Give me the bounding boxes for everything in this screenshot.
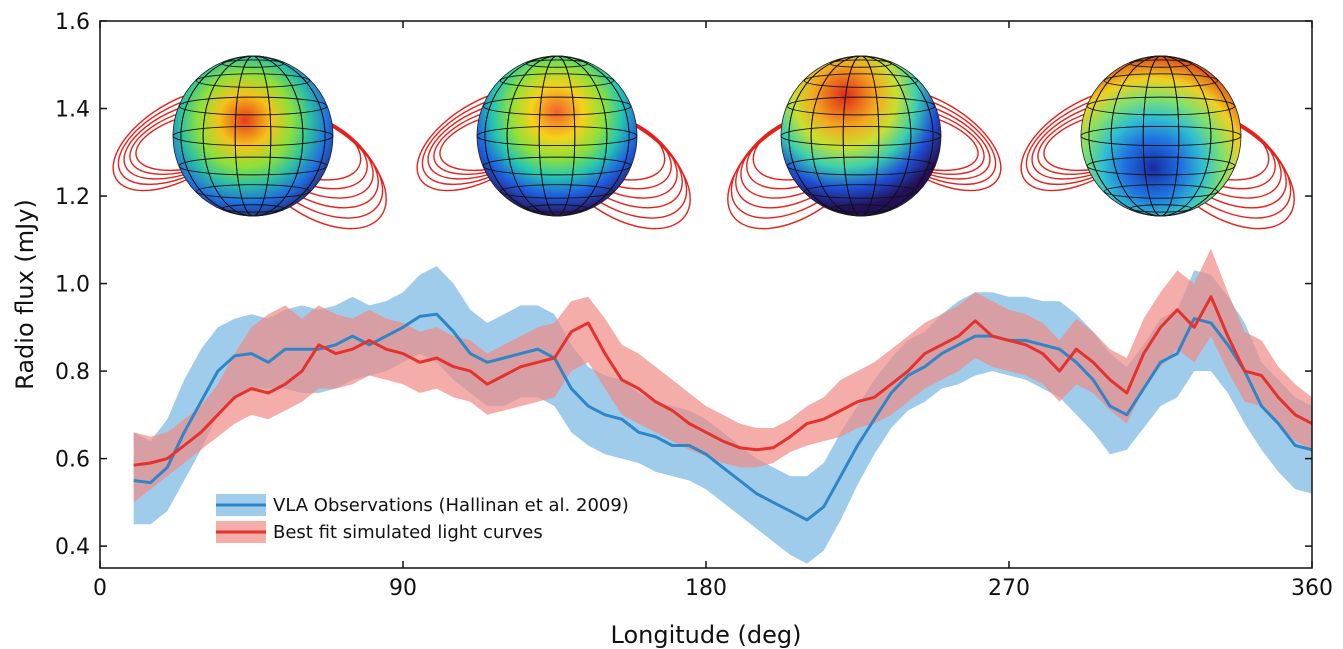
globe-outline — [172, 55, 334, 217]
x-tick-label: 360 — [1291, 576, 1333, 601]
y-tick-label: 0.4 — [55, 535, 90, 560]
latitude-line — [195, 184, 311, 199]
globe-outline — [780, 55, 942, 217]
y-tick-label: 1.4 — [55, 98, 90, 123]
x-axis-title: Longitude (deg) — [611, 621, 802, 649]
legend-label-vla: VLA Observations (Hallinan et al. 2009) — [273, 495, 629, 516]
axis-ticks: 0 90 180 270 360 0.4 0.6 0.8 1.0 1.2 1.4 1.6 — [55, 10, 1333, 601]
globe-outline — [476, 55, 638, 217]
globe-inset-4 — [1020, 55, 1295, 230]
series-lines — [133, 295, 1313, 522]
latitude-line — [195, 73, 311, 88]
globe-outline — [1080, 55, 1242, 217]
globe-inset-3 — [727, 55, 1002, 230]
globe-sphere — [1081, 56, 1241, 216]
y-tick-label: 1.2 — [55, 185, 90, 210]
globe-inset-2 — [416, 55, 691, 230]
globe-sphere — [173, 56, 333, 216]
line-simulated — [133, 295, 1313, 467]
globe-insets — [112, 55, 1295, 230]
uncertainty-bands — [133, 248, 1313, 564]
x-tick-label: 270 — [988, 576, 1030, 601]
globe-inset-1 — [112, 55, 387, 230]
globe-sphere — [781, 56, 941, 216]
x-tick-label: 0 — [93, 576, 107, 601]
band-simulated — [133, 248, 1313, 503]
y-tick-label: 1.0 — [55, 273, 90, 298]
latitude-line — [803, 184, 919, 199]
latitude-line — [803, 73, 919, 88]
legend-label-simulated: Best fit simulated light curves — [273, 522, 543, 543]
legend: VLA Observations (Hallinan et al. 2009) … — [216, 494, 629, 543]
y-tick-label: 0.6 — [55, 448, 90, 473]
latitude-line — [499, 73, 615, 88]
x-tick-label: 180 — [685, 576, 727, 601]
latitude-line — [1103, 184, 1219, 199]
latitude-line — [1103, 73, 1219, 88]
x-tick-label: 90 — [389, 576, 417, 601]
globe-sphere — [477, 56, 637, 216]
line-vla — [133, 312, 1313, 522]
latitude-line — [499, 184, 615, 199]
y-tick-label: 0.8 — [55, 360, 90, 385]
y-tick-label: 1.6 — [55, 10, 90, 35]
y-axis-title: Radio flux (mJy) — [11, 199, 39, 390]
